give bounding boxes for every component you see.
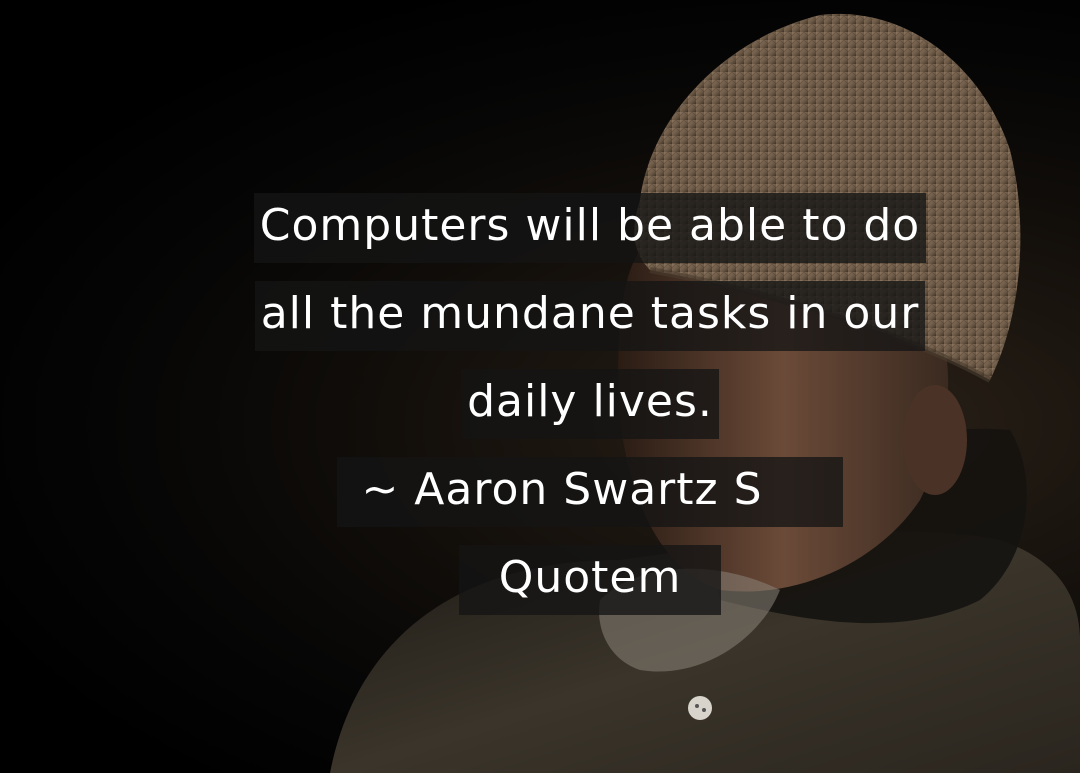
quote-line-3: daily lives. [461, 369, 719, 439]
quote-attribution: ~ Aaron Swartz S [337, 457, 843, 527]
quote-site-label: Quotem [458, 545, 722, 615]
quote-block: Computers will be able to do all the mun… [250, 193, 930, 633]
quote-line-1: Computers will be able to do [253, 193, 927, 263]
coat-button [688, 696, 712, 720]
quote-line-2: all the mundane tasks in our [254, 281, 926, 351]
